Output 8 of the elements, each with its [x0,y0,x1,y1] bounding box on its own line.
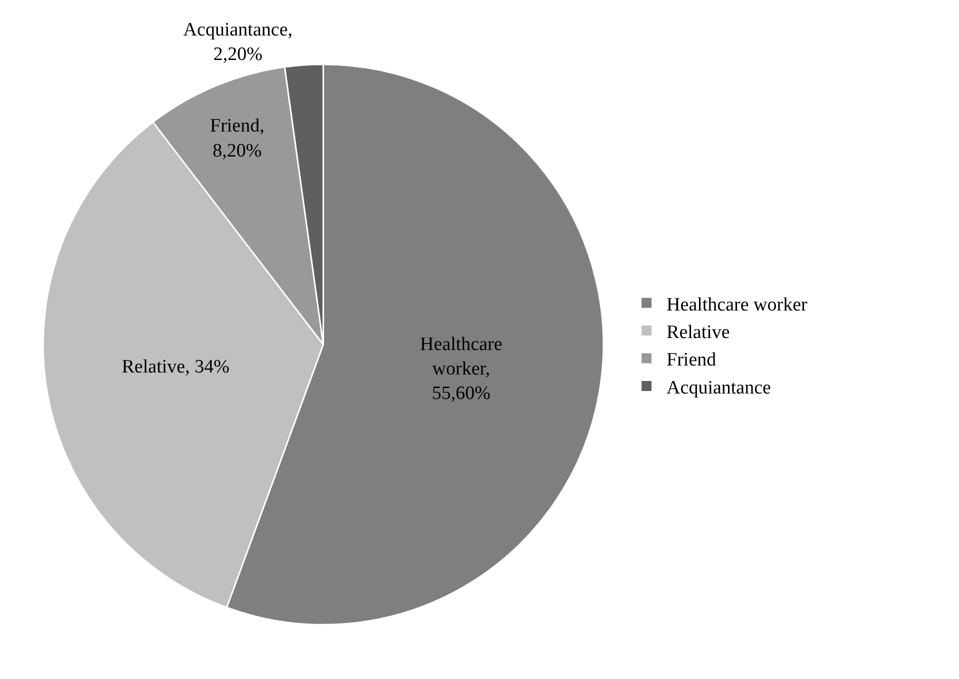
legend-label: Acquiantance [666,377,771,398]
data-label: Acquiantance, 2,20% [183,19,292,66]
legend-label: Friend [666,350,717,371]
data-label: Relative, 34% [122,356,230,378]
legend-label: Relative [666,322,730,343]
data-label: Friend, 8,20% [210,116,264,162]
data-label: Healthcare worker, 55,60% [420,334,502,404]
legend-label: Healthcare worker [666,294,808,316]
